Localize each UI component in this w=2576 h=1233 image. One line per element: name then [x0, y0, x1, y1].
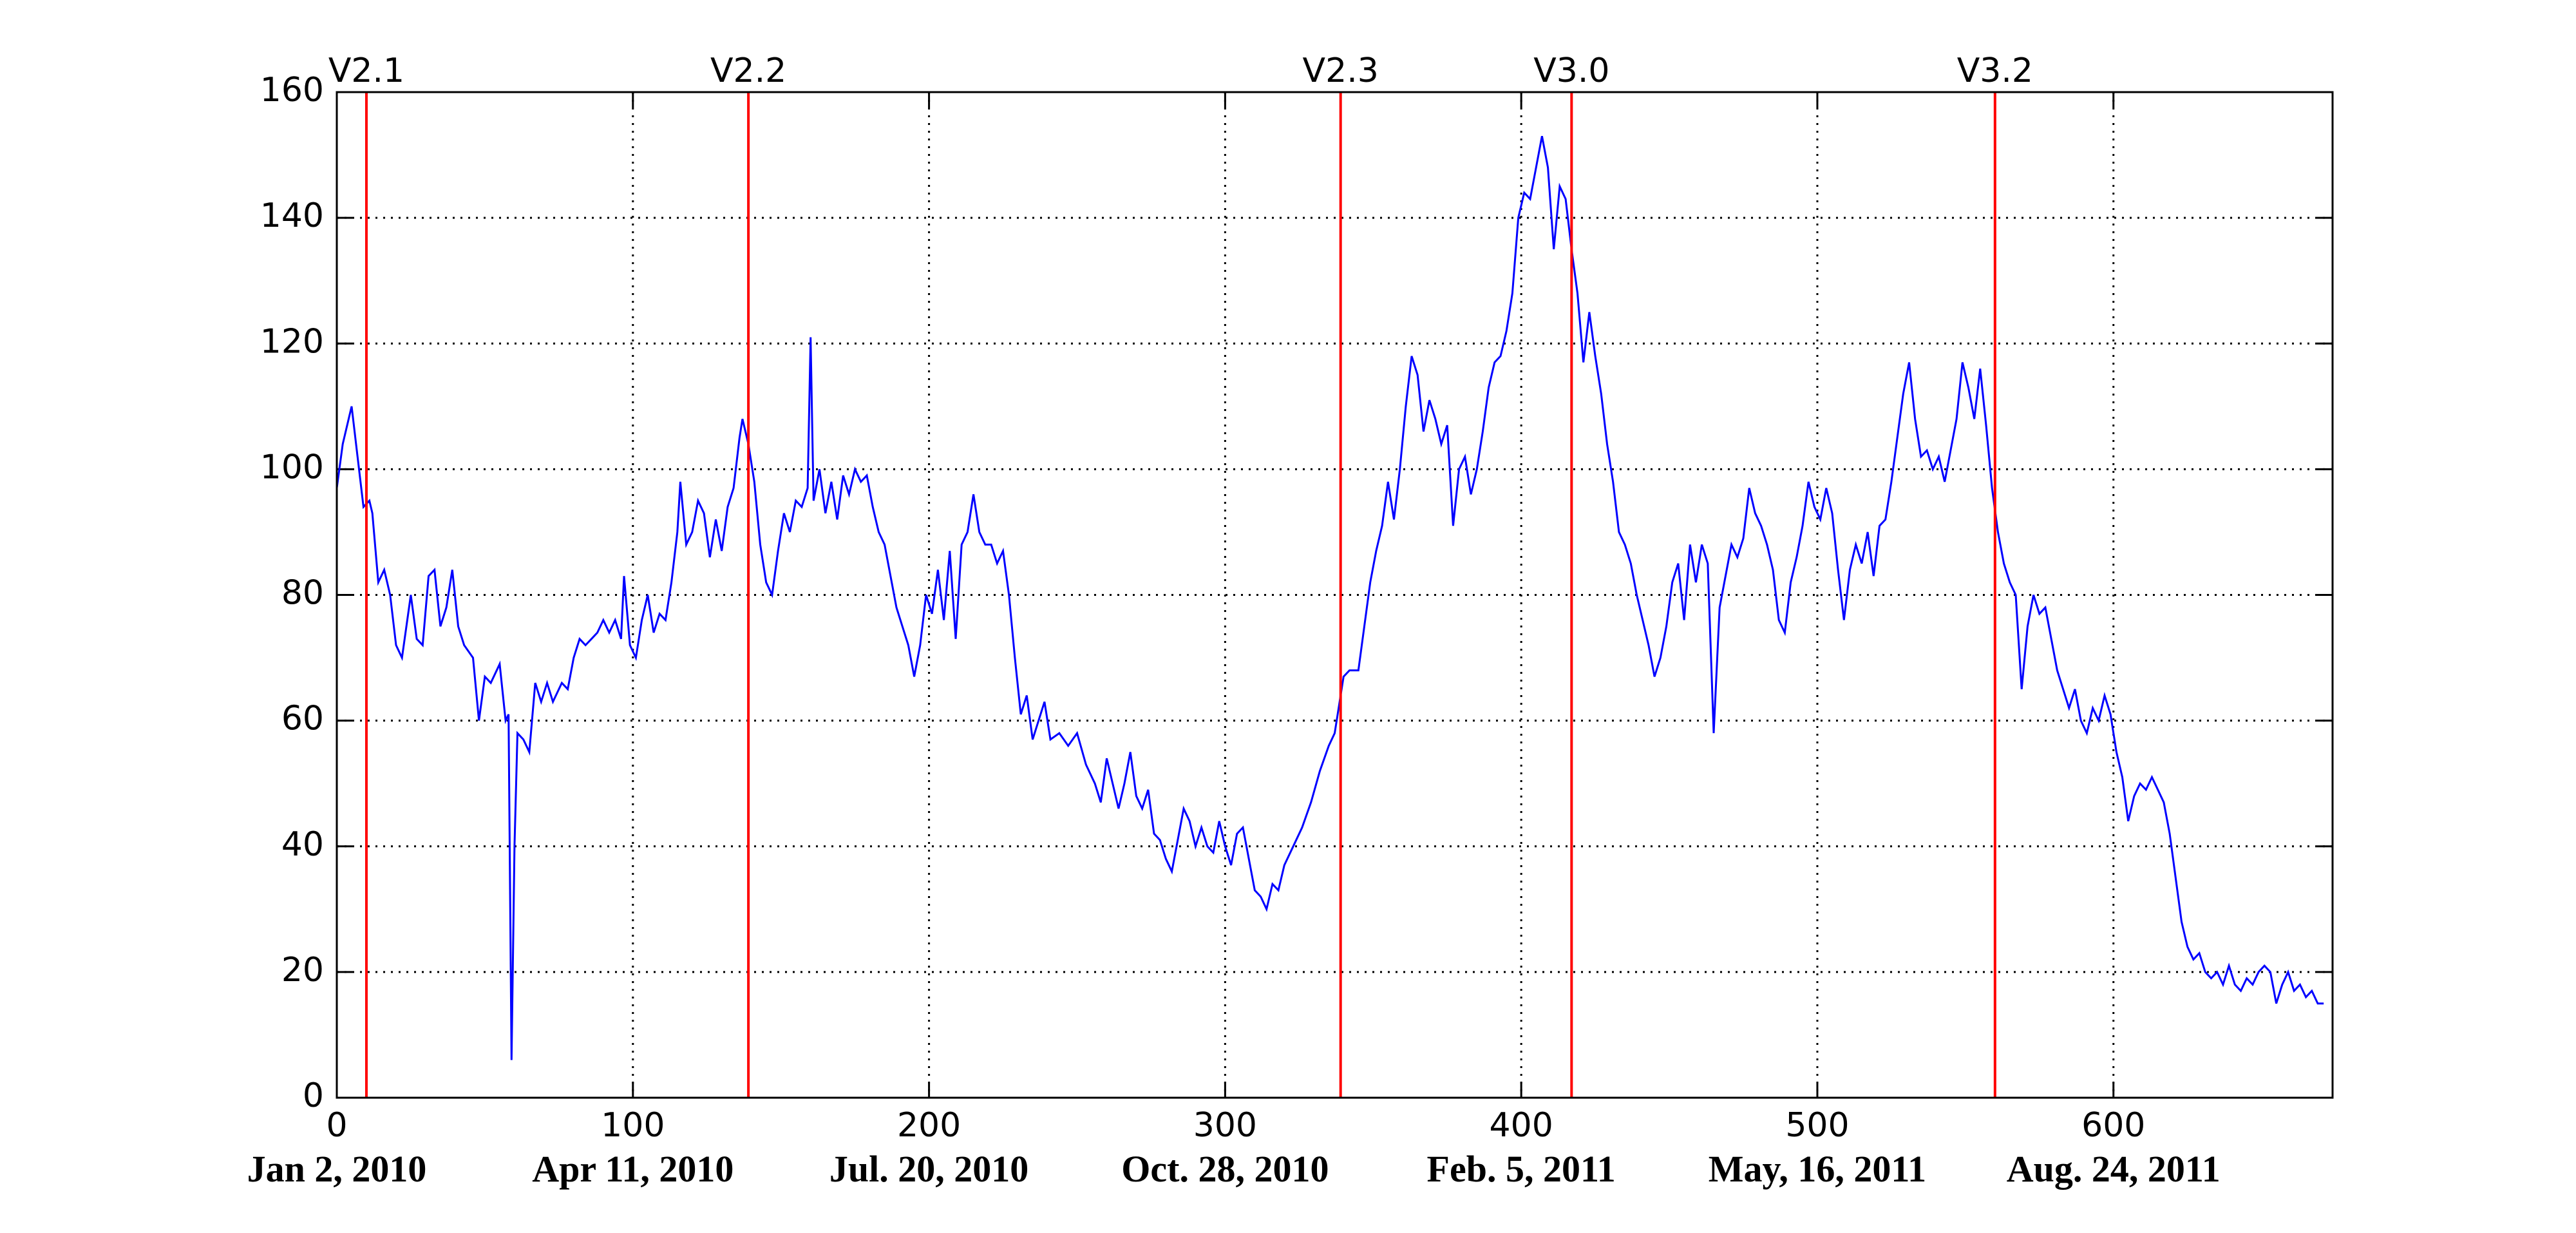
date-label: Oct. 28, 2010 [1121, 1148, 1329, 1190]
date-label: Jan 2, 2010 [247, 1148, 427, 1190]
plot-frame [336, 91, 2334, 1099]
x-tick-label: 0 [326, 1106, 347, 1145]
date-label: Aug. 24, 2011 [2007, 1148, 2221, 1190]
date-label: May, 16, 2011 [1709, 1148, 1926, 1190]
y-tick-label: 20 [281, 951, 324, 989]
x-tick-label: 600 [2081, 1106, 2145, 1145]
version-label: V3.2 [1957, 52, 2033, 90]
date-label: Jul. 20, 2010 [829, 1148, 1028, 1190]
x-tick-label: 300 [1193, 1106, 1257, 1145]
y-tick-label: 40 [281, 825, 324, 864]
series-line [336, 136, 2324, 1060]
y-tick-label: 60 [281, 700, 324, 738]
y-tick-label: 120 [260, 322, 324, 361]
y-tick-label: 160 [260, 71, 324, 110]
y-tick-label: 140 [260, 196, 324, 235]
y-tick-label: 80 [281, 574, 324, 613]
x-tick-label: 400 [1490, 1106, 1553, 1145]
version-label: V2.2 [710, 52, 786, 90]
x-tick-label: 200 [897, 1106, 961, 1145]
version-label: V2.1 [328, 52, 404, 90]
date-label: Apr 11, 2010 [532, 1148, 734, 1190]
x-tick-label: 500 [1785, 1106, 1849, 1145]
version-label: V2.3 [1303, 52, 1379, 90]
y-tick-label: 0 [303, 1076, 324, 1115]
version-label: V3.0 [1533, 52, 1609, 90]
y-tick-label: 100 [260, 448, 324, 486]
x-tick-label: 100 [601, 1106, 665, 1145]
date-label: Feb. 5, 2011 [1427, 1148, 1616, 1190]
